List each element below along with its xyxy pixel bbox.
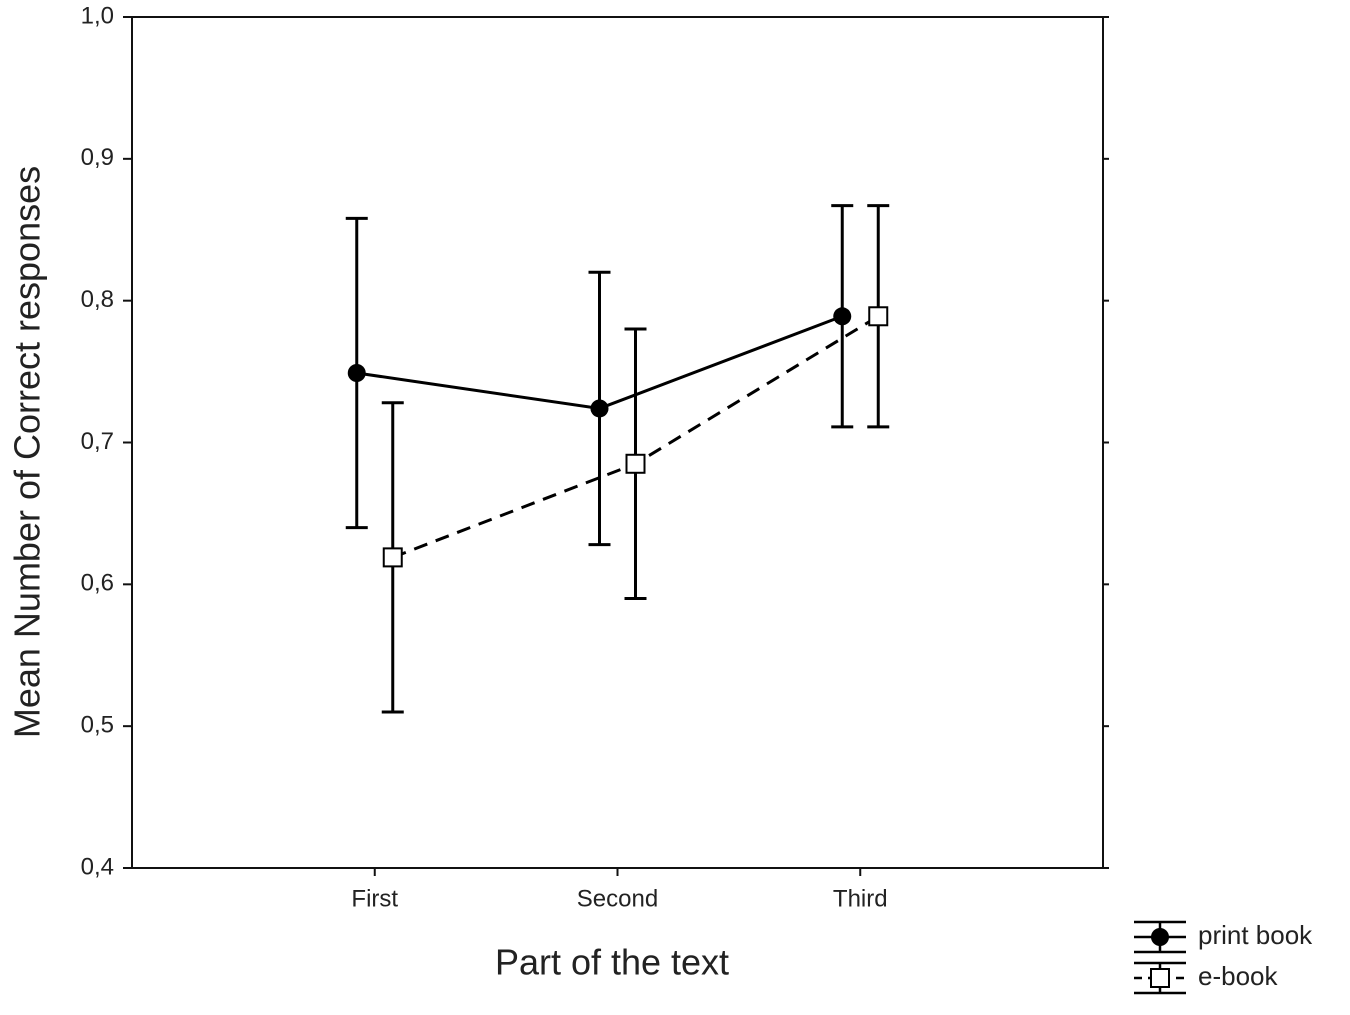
y-tick-label: 0,6	[81, 570, 114, 597]
data-point	[833, 307, 852, 326]
y-tick-label: 0,7	[81, 428, 114, 455]
y-tick-label: 0,8	[81, 286, 114, 313]
x-tick-label: First	[351, 885, 398, 912]
legend-marker	[1151, 928, 1169, 946]
x-tick-label: Third	[833, 885, 888, 912]
y-tick-label: 0,9	[81, 144, 114, 171]
data-point	[625, 453, 646, 474]
y-axis-label: Mean Number of Correct responses	[7, 166, 48, 738]
legend-label: e-book	[1198, 961, 1278, 991]
legend-marker	[1150, 968, 1170, 988]
data-point	[868, 306, 889, 327]
x-tick-label: Second	[577, 885, 658, 912]
y-tick-label: 0,5	[81, 712, 114, 739]
data-point	[347, 364, 366, 383]
legend-label: print book	[1198, 920, 1313, 950]
plot-frame	[131, 16, 1104, 869]
x-axis-label: Part of the text	[495, 942, 729, 983]
data-point	[590, 399, 609, 418]
y-tick-label: 0,4	[81, 853, 114, 880]
data-point	[382, 547, 403, 568]
y-tick-label: 1,0	[81, 2, 114, 29]
